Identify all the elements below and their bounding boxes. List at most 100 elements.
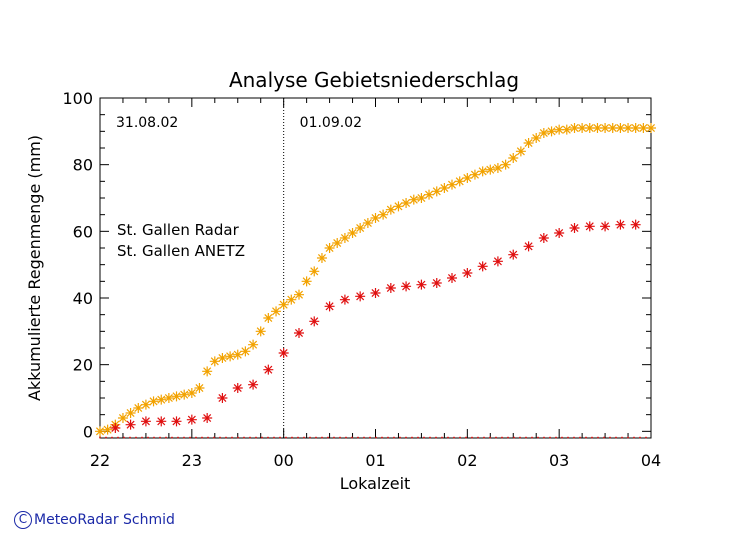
baseline-dot	[375, 436, 377, 439]
baseline-dot	[531, 436, 533, 439]
data-point	[355, 223, 366, 233]
baseline-dot	[159, 436, 161, 439]
series-0	[95, 123, 656, 437]
baseline-dot	[171, 436, 173, 439]
data-point	[630, 219, 641, 230]
data-point	[592, 123, 603, 133]
data-point	[286, 294, 297, 305]
baseline-dot	[279, 436, 281, 439]
baseline-dot	[489, 436, 491, 439]
baseline-dot	[549, 436, 551, 439]
data-point	[600, 221, 611, 232]
baseline-dot	[117, 436, 119, 439]
data-point	[492, 163, 503, 173]
data-point	[600, 123, 611, 133]
x-tick-label: 01	[365, 451, 385, 470]
baseline-dot	[141, 436, 143, 439]
data-point	[646, 123, 656, 133]
baseline-dot	[285, 436, 287, 439]
plot-frame	[99, 97, 652, 439]
baseline-dot	[609, 436, 611, 439]
data-point	[492, 256, 503, 267]
baseline-dot	[129, 436, 131, 439]
data-point	[209, 356, 220, 367]
baseline-dot	[633, 436, 635, 439]
baseline-dot	[525, 436, 527, 439]
baseline-dot	[201, 436, 203, 439]
data-point	[133, 403, 144, 413]
data-point	[569, 223, 580, 233]
baseline-dot	[591, 436, 593, 439]
baseline-dot	[261, 436, 263, 439]
baseline-dot	[597, 436, 599, 439]
baseline-dot	[369, 436, 371, 439]
baseline-dot	[555, 436, 557, 439]
data-point	[248, 339, 259, 350]
data-point	[408, 194, 419, 205]
baseline-dot	[519, 436, 521, 439]
data-point	[554, 228, 565, 238]
data-point	[156, 416, 167, 427]
data-point	[485, 164, 496, 175]
y-tick-label: 60	[73, 222, 93, 241]
data-point	[202, 366, 213, 377]
axis-ticks	[99, 97, 652, 438]
data-point	[271, 306, 282, 317]
data-point	[278, 299, 289, 310]
data-point	[95, 426, 105, 437]
data-point	[217, 393, 228, 403]
data-point	[584, 221, 595, 232]
data-point	[309, 316, 320, 327]
data-point	[125, 408, 136, 418]
legend: St. Gallen Radar St. Gallen ANETZ	[117, 221, 245, 260]
data-point	[248, 379, 259, 390]
legend-entry-anetz: St. Gallen ANETZ	[117, 242, 245, 260]
data-point	[163, 393, 174, 403]
data-point	[477, 166, 488, 177]
baseline-dot	[255, 436, 257, 439]
baseline-dot	[345, 436, 347, 439]
baseline-dot	[429, 436, 431, 439]
baseline-dot	[483, 436, 485, 439]
x-tick-label: 04	[641, 451, 661, 470]
baseline-dot	[567, 436, 569, 439]
baseline-dot	[585, 436, 587, 439]
baseline-dot	[147, 436, 149, 439]
baseline-dot	[543, 436, 545, 439]
data-point	[385, 204, 396, 215]
data-point	[362, 218, 373, 228]
data-point	[615, 123, 626, 133]
baseline-dot	[399, 436, 401, 439]
x-axis-label: Lokalzeit	[340, 474, 411, 493]
data-point	[623, 123, 634, 133]
date-annotations: 31.08.02 01.09.02	[116, 115, 362, 131]
data-point	[523, 241, 534, 252]
credit-text: MeteoRadar Schmid	[34, 512, 175, 528]
data-point	[140, 399, 151, 410]
data-point	[316, 253, 327, 263]
baseline-dot	[447, 436, 449, 439]
chart-title: Analyse Gebietsniederschlag	[229, 68, 519, 92]
date-annotation: 01.09.02	[300, 115, 362, 131]
data-point	[523, 138, 534, 148]
data-point	[110, 423, 121, 433]
data-point	[500, 159, 511, 170]
baseline-dot	[291, 436, 293, 439]
baseline-dot	[381, 436, 383, 439]
baseline-dot	[99, 436, 101, 439]
data-point	[454, 176, 465, 187]
data-point	[630, 123, 641, 133]
legend-entry-radar: St. Gallen Radar	[117, 221, 240, 239]
baseline-dot	[405, 436, 407, 439]
baseline-dot	[267, 436, 269, 439]
x-tick-label: 22	[90, 451, 110, 470]
baseline-dot	[513, 436, 515, 439]
data-series	[95, 123, 656, 439]
data-point	[339, 233, 350, 243]
baseline-dot	[387, 436, 389, 439]
data-point	[469, 169, 480, 180]
data-point	[309, 266, 320, 277]
baseline-dot	[423, 436, 425, 439]
data-point	[171, 391, 182, 402]
data-point	[416, 193, 427, 203]
